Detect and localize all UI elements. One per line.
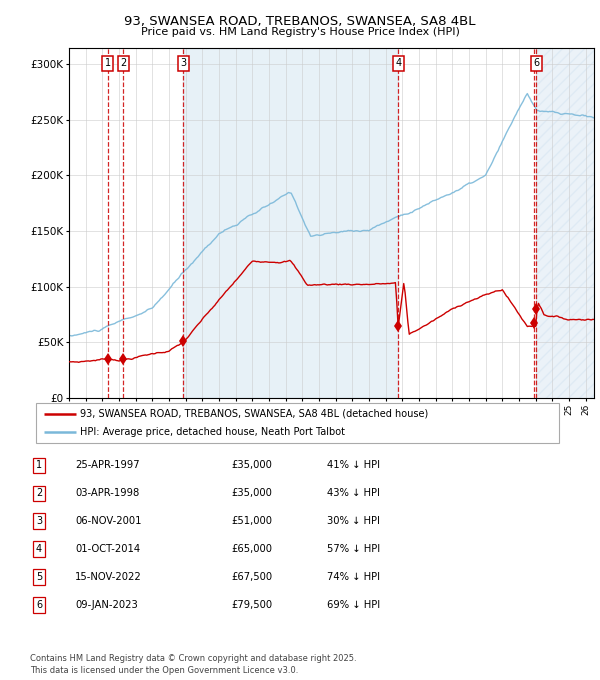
Text: Contains HM Land Registry data © Crown copyright and database right 2025.
This d: Contains HM Land Registry data © Crown c… bbox=[30, 653, 356, 675]
Text: 43% ↓ HPI: 43% ↓ HPI bbox=[327, 488, 380, 498]
Text: 6: 6 bbox=[533, 58, 539, 69]
Text: £35,000: £35,000 bbox=[231, 460, 272, 471]
Text: 1: 1 bbox=[36, 460, 42, 471]
Text: 74% ↓ HPI: 74% ↓ HPI bbox=[327, 572, 380, 582]
Text: 25-APR-1997: 25-APR-1997 bbox=[75, 460, 140, 471]
Text: 30% ↓ HPI: 30% ↓ HPI bbox=[327, 516, 380, 526]
Text: 2: 2 bbox=[120, 58, 127, 69]
Text: 01-OCT-2014: 01-OCT-2014 bbox=[75, 544, 140, 554]
Text: 1: 1 bbox=[104, 58, 111, 69]
Text: 41% ↓ HPI: 41% ↓ HPI bbox=[327, 460, 380, 471]
Text: 3: 3 bbox=[180, 58, 186, 69]
Text: 03-APR-1998: 03-APR-1998 bbox=[75, 488, 139, 498]
Text: £51,000: £51,000 bbox=[231, 516, 272, 526]
Text: 4: 4 bbox=[395, 58, 401, 69]
Text: HPI: Average price, detached house, Neath Port Talbot: HPI: Average price, detached house, Neat… bbox=[80, 427, 345, 437]
Text: £65,000: £65,000 bbox=[231, 544, 272, 554]
Text: £67,500: £67,500 bbox=[231, 572, 272, 582]
Text: 6: 6 bbox=[36, 600, 42, 610]
Text: 2: 2 bbox=[36, 488, 42, 498]
Text: 5: 5 bbox=[36, 572, 42, 582]
Bar bbox=[536, 48, 594, 398]
Text: 4: 4 bbox=[36, 544, 42, 554]
Text: 93, SWANSEA ROAD, TREBANOS, SWANSEA, SA8 4BL (detached house): 93, SWANSEA ROAD, TREBANOS, SWANSEA, SA8… bbox=[80, 409, 428, 419]
Text: 93, SWANSEA ROAD, TREBANOS, SWANSEA, SA8 4BL: 93, SWANSEA ROAD, TREBANOS, SWANSEA, SA8… bbox=[124, 15, 476, 28]
Text: 3: 3 bbox=[36, 516, 42, 526]
Text: £79,500: £79,500 bbox=[231, 600, 272, 610]
Text: 06-NOV-2001: 06-NOV-2001 bbox=[75, 516, 142, 526]
Text: £35,000: £35,000 bbox=[231, 488, 272, 498]
Bar bbox=[183, 48, 398, 398]
FancyBboxPatch shape bbox=[36, 403, 559, 443]
Text: 15-NOV-2022: 15-NOV-2022 bbox=[75, 572, 142, 582]
Text: Price paid vs. HM Land Registry's House Price Index (HPI): Price paid vs. HM Land Registry's House … bbox=[140, 27, 460, 37]
Text: 09-JAN-2023: 09-JAN-2023 bbox=[75, 600, 138, 610]
Text: 69% ↓ HPI: 69% ↓ HPI bbox=[327, 600, 380, 610]
Text: 57% ↓ HPI: 57% ↓ HPI bbox=[327, 544, 380, 554]
